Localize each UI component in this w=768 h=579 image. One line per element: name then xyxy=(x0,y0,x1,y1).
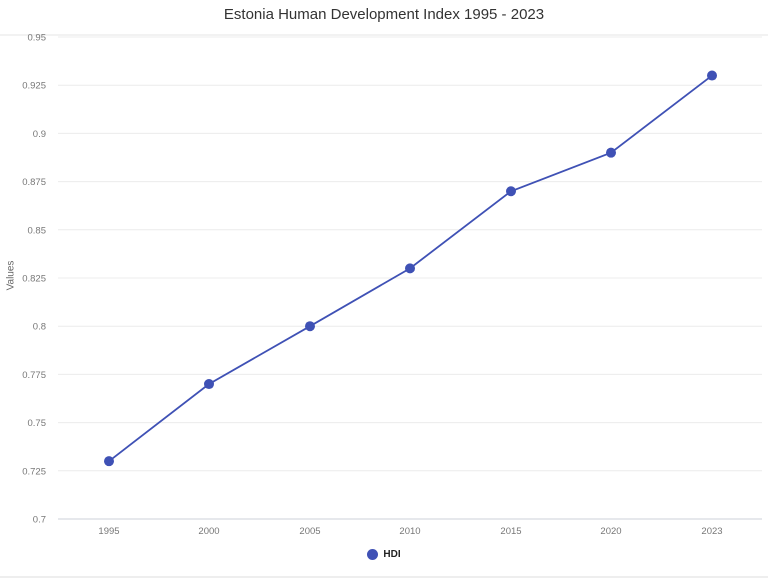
y-tick-label: 0.725 xyxy=(22,466,46,477)
legend-label-hdi: HDI xyxy=(383,549,401,560)
data-point[interactable] xyxy=(305,321,315,332)
data-point[interactable] xyxy=(707,70,717,81)
y-tick-label: 0.925 xyxy=(22,81,46,92)
y-tick-label: 0.825 xyxy=(22,274,46,285)
x-tick-label: 2023 xyxy=(701,526,722,537)
legend-marker-icon xyxy=(367,549,379,560)
x-tick-label: 2020 xyxy=(600,526,621,537)
title-divider xyxy=(0,34,768,36)
x-tick-label: 2010 xyxy=(399,526,420,537)
y-tick-label: 0.875 xyxy=(22,177,46,188)
y-tick-label: 0.8 xyxy=(33,322,46,333)
bottom-divider xyxy=(0,576,768,578)
y-tick-label: 0.95 xyxy=(28,33,47,44)
chart-title: Estonia Human Development Index 1995 - 2… xyxy=(223,6,545,23)
y-tick-label: 0.75 xyxy=(28,418,47,429)
x-tick-label: 2005 xyxy=(299,526,320,537)
x-tick-label: 1995 xyxy=(98,526,119,537)
data-point[interactable] xyxy=(405,263,415,274)
x-tick-label: 2015 xyxy=(500,526,521,537)
y-tick-label: 0.7 xyxy=(33,515,46,526)
legend[interactable]: HDI xyxy=(0,549,768,560)
data-point[interactable] xyxy=(506,186,516,197)
data-point[interactable] xyxy=(104,456,114,467)
y-tick-label: 0.85 xyxy=(28,225,47,236)
data-point[interactable] xyxy=(606,147,616,158)
y-tick-label: 0.775 xyxy=(22,370,46,381)
data-point[interactable] xyxy=(204,379,214,390)
x-tick-label: 2000 xyxy=(198,526,219,537)
y-tick-label: 0.9 xyxy=(33,129,46,140)
